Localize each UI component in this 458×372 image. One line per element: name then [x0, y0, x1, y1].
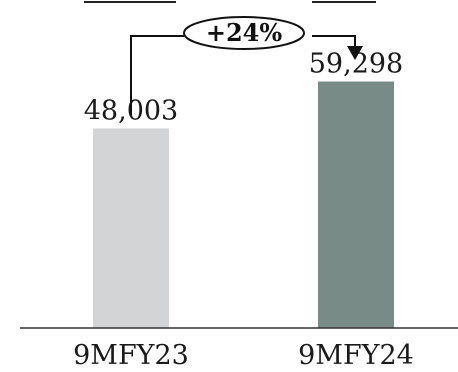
bar-9mfy23: [93, 128, 169, 328]
x-tick-label-9mfy24: 9MFY24: [298, 340, 414, 371]
growth-ellipse: [183, 16, 305, 50]
bar-9mfy24: [318, 81, 394, 328]
x-tick-label-9mfy23: 9MFY23: [73, 340, 189, 371]
growth-arrowhead: [347, 46, 363, 60]
growth-annotation: +24%: [206, 18, 283, 47]
growth-connector-left: [130, 35, 184, 115]
growth-connector-right: [312, 35, 356, 48]
